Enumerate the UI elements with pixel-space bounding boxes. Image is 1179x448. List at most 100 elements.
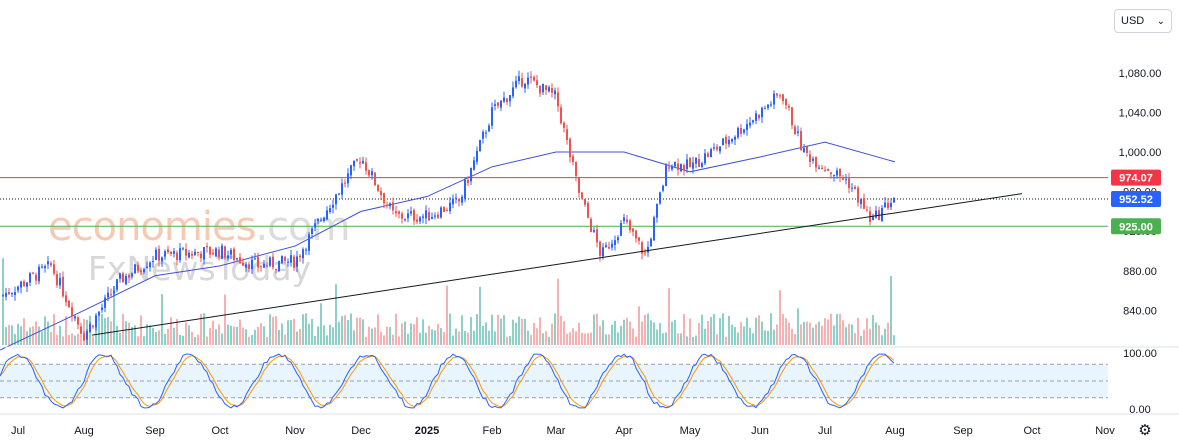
currency-select[interactable]: USD ⌄ [1114, 9, 1172, 33]
candle-body [35, 274, 37, 281]
candle-body [677, 163, 679, 170]
volume-bar [287, 320, 289, 345]
volume-bar [878, 325, 880, 345]
volume-bar [716, 334, 718, 345]
candle-body [782, 94, 784, 102]
volume-bar [230, 325, 232, 345]
candle-body [809, 154, 811, 163]
candle-body [173, 251, 175, 254]
volume-bar [272, 316, 274, 345]
candle-body [773, 93, 775, 105]
candle-body [530, 76, 532, 78]
candle-body [698, 159, 700, 167]
candle-body [884, 202, 886, 208]
volume-bar [167, 328, 169, 345]
volume-bar [593, 314, 595, 345]
candle-body [725, 136, 727, 144]
gear-icon[interactable]: ⚙ [1138, 422, 1152, 439]
candle-body [95, 315, 97, 328]
volume-bar [299, 328, 301, 345]
candle-body [293, 256, 295, 268]
volume-bar [851, 324, 853, 345]
volume-bar [464, 331, 466, 345]
candle-body [581, 192, 583, 199]
candle-body [218, 249, 220, 258]
candle-body [287, 261, 289, 263]
volume-bar [860, 335, 862, 345]
stochastic-tick-label: 100.00 [1123, 348, 1157, 360]
candle-body [80, 326, 82, 334]
volume-bar [182, 335, 184, 345]
candle-body [617, 237, 619, 241]
candle-body [11, 293, 13, 295]
volume-bar [50, 331, 52, 345]
volume-bar [92, 336, 94, 345]
candle-body [470, 167, 472, 182]
candle-body [815, 156, 817, 168]
time-axis[interactable]: Jul Aug Sep Oct Nov Dec 2025 Feb Mar Apr May Jun Jul… [0, 413, 1179, 437]
volume-bar [347, 320, 349, 345]
volume-bar [440, 328, 442, 345]
candle-body [116, 279, 118, 290]
candle-body [29, 273, 31, 283]
candle-body [278, 260, 280, 271]
volume-bar [698, 323, 700, 345]
candle-body [407, 213, 409, 219]
volume-bar [614, 321, 616, 345]
volume-bar [677, 333, 679, 345]
volume-bar [800, 324, 802, 345]
candle-body [449, 202, 451, 212]
candle-body [332, 204, 334, 208]
candle-body [476, 150, 478, 162]
volume-bar [797, 308, 799, 345]
volume-bar [629, 321, 631, 345]
stochastic-d-line [0, 354, 895, 408]
volume-bar [869, 328, 871, 345]
volume-bar [398, 336, 400, 345]
volume-bar [779, 290, 781, 345]
volume-bar [491, 314, 493, 345]
volume-bar [242, 327, 244, 345]
candle-body [20, 281, 22, 288]
candle-body [284, 257, 286, 261]
candle-body [623, 217, 625, 222]
candle-body [890, 202, 892, 208]
volume-bar [164, 333, 166, 345]
candle-body [398, 211, 400, 214]
candle-body [194, 251, 196, 256]
candle-body [413, 210, 415, 221]
candle-body [779, 95, 781, 97]
candle-body [575, 162, 577, 176]
volume-bar [494, 331, 496, 345]
volume-bar [707, 320, 709, 345]
volume-bar [818, 321, 820, 345]
candle-body [500, 100, 502, 108]
volume-bar [695, 335, 697, 345]
candle-body [764, 108, 766, 110]
candle-body [86, 331, 88, 340]
volume-bar [353, 330, 355, 345]
volume-bar [284, 334, 286, 345]
volume-bar [758, 315, 760, 345]
candle-body [560, 107, 562, 124]
volume-bar [425, 332, 427, 345]
volume-bar [116, 325, 118, 345]
candle-body [863, 198, 865, 209]
stochastic-k-line [0, 353, 895, 409]
candle-body [74, 316, 76, 319]
candle-body [656, 203, 658, 218]
candle-body [563, 122, 565, 128]
candle-body [251, 259, 253, 270]
volume-bar [581, 332, 583, 345]
candle-body [56, 274, 58, 286]
price-tick-label: 1,000.00 [1119, 147, 1162, 159]
candle-body [137, 264, 139, 272]
volume-bar [458, 331, 460, 345]
candle-body [761, 107, 763, 118]
candle-body [638, 237, 640, 241]
candle-body [716, 146, 718, 150]
candle-body [860, 199, 862, 204]
volume-bar [590, 332, 592, 345]
candle-body [443, 207, 445, 212]
